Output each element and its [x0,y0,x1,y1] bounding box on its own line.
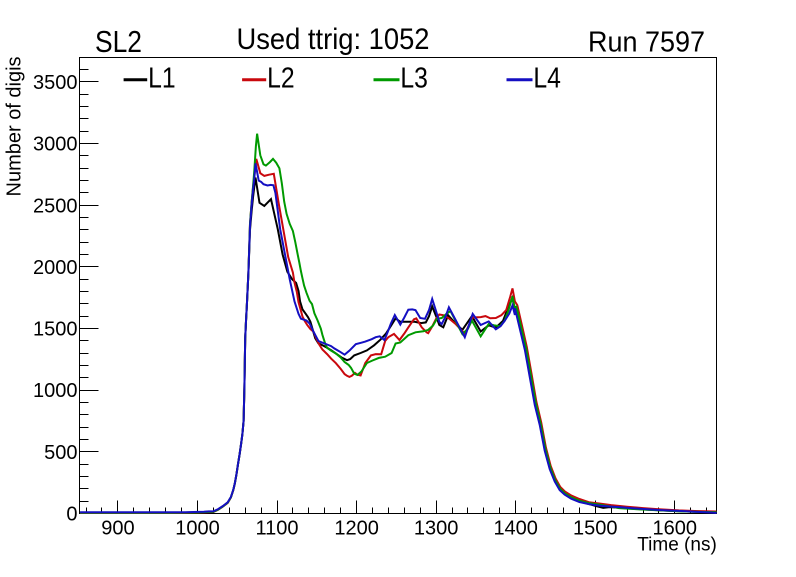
svg-text:2500: 2500 [33,195,78,217]
svg-text:Used ttrig: 1052: Used ttrig: 1052 [237,23,430,56]
svg-text:3000: 3000 [33,134,78,156]
svg-text:L4: L4 [533,63,561,95]
svg-text:SL2: SL2 [95,24,142,59]
svg-text:1000: 1000 [175,517,220,539]
svg-text:1100: 1100 [255,517,298,539]
svg-text:1500: 1500 [573,517,618,539]
svg-text:900: 900 [101,517,134,539]
svg-text:3500: 3500 [33,72,78,94]
svg-text:1500: 1500 [33,319,78,341]
svg-text:L2: L2 [267,63,295,95]
svg-text:Time (ns): Time (ns) [637,534,717,555]
svg-text:1600: 1600 [653,517,698,539]
svg-text:1400: 1400 [493,517,538,539]
svg-text:1300: 1300 [414,517,459,539]
svg-text:1000: 1000 [33,380,78,402]
svg-text:0: 0 [66,504,77,526]
svg-text:2000: 2000 [33,257,78,279]
svg-text:1200: 1200 [334,517,379,539]
svg-text:Run 7597: Run 7597 [588,27,705,59]
svg-text:L1: L1 [148,63,176,95]
svg-text:500: 500 [44,442,77,464]
svg-text:L3: L3 [400,63,428,95]
svg-text:Number of digis: Number of digis [4,56,26,196]
